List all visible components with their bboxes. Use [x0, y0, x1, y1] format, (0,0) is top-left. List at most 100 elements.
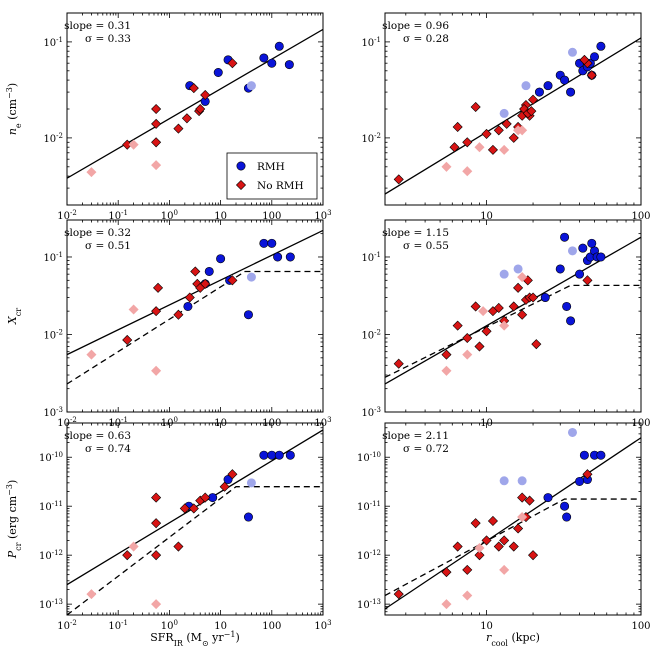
slope-annotation: slope = 1.15	[382, 227, 449, 239]
point-no-rmh	[582, 469, 593, 480]
fit-line	[67, 28, 323, 179]
point-rmh	[566, 87, 576, 97]
x-axis-label-sfr: SFRIR (M⊙ yr−1)	[150, 630, 239, 648]
axis-ticks	[66, 219, 324, 413]
axis-ticks	[385, 422, 642, 616]
point-no-rmh	[508, 132, 519, 143]
y-tick-label: 10-2	[361, 328, 381, 341]
point-no-rmh	[470, 301, 481, 312]
point-no-rmh	[227, 275, 238, 286]
axis-ticks	[66, 422, 324, 616]
point-rmh	[560, 75, 570, 85]
point-no-rmh	[481, 128, 492, 139]
plot-frame	[66, 422, 324, 616]
point-no-rmh	[517, 309, 528, 320]
point-no-rmh	[452, 541, 463, 552]
fit-lines	[67, 28, 323, 179]
point-no-rmh	[501, 118, 512, 129]
point-no-rmh	[513, 523, 524, 534]
y-tick-label: 10-1	[43, 36, 63, 49]
point-no-rmh	[462, 137, 473, 148]
point-rmh-faint-	[517, 476, 527, 486]
point-no-rmh	[528, 292, 539, 303]
point-rmh	[204, 266, 214, 276]
point-no-rmh	[470, 101, 481, 112]
data-points	[86, 238, 295, 376]
point-rmh-faint-	[521, 81, 531, 91]
point-rmh	[259, 53, 269, 63]
point-rmh	[578, 243, 588, 253]
point-rmh	[555, 264, 565, 274]
fit-line	[385, 37, 641, 195]
y-tick-label: 10-3	[361, 406, 381, 419]
y-tick-label: 10-1	[361, 36, 381, 49]
point-rmh	[274, 450, 284, 460]
point-no-rmh	[508, 541, 519, 552]
y-axis-label-xcr: Xcr	[6, 308, 23, 325]
x-tick-label: 10	[214, 211, 227, 222]
point-no-rmh-faint-	[151, 365, 162, 376]
y-tick-label: 10-13	[357, 598, 381, 611]
y-tick-label: 10-2	[43, 132, 63, 145]
point-no-rmh	[462, 333, 473, 344]
point-no-rmh	[173, 309, 184, 320]
broken-fit-line	[67, 270, 323, 385]
point-no-rmh	[474, 550, 485, 561]
point-rmh-faint-	[499, 269, 509, 279]
x-tick-label: 100	[631, 211, 650, 222]
point-no-rmh-faint-	[128, 541, 139, 552]
point-no-rmh-faint-	[86, 589, 97, 600]
point-no-rmh	[227, 58, 238, 69]
point-no-rmh	[181, 113, 192, 124]
point-rmh	[562, 512, 572, 522]
point-no-rmh	[462, 564, 473, 575]
point-no-rmh	[188, 83, 199, 94]
point-rmh-faint-	[499, 476, 509, 486]
point-no-rmh	[190, 266, 201, 277]
point-no-rmh	[499, 535, 510, 546]
point-no-rmh	[493, 302, 504, 313]
point-rmh	[243, 512, 253, 522]
point-rmh	[560, 501, 570, 511]
point-no-rmh	[151, 137, 162, 148]
point-no-rmh	[179, 503, 190, 514]
point-rmh	[259, 450, 269, 460]
point-no-rmh	[470, 518, 481, 529]
point-rmh	[216, 254, 226, 264]
point-no-rmh-faint-	[441, 161, 452, 172]
point-no-rmh	[151, 118, 162, 129]
point-no-rmh	[524, 495, 535, 506]
point-no-rmh	[474, 341, 485, 352]
point-no-rmh	[586, 70, 597, 81]
point-no-rmh	[487, 515, 498, 526]
point-no-rmh-faint-	[462, 590, 473, 601]
point-rmh	[575, 269, 585, 279]
plot-frame	[384, 219, 642, 413]
point-no-rmh	[151, 103, 162, 115]
y-tick-label: 10-10	[39, 451, 63, 464]
point-no-rmh	[219, 481, 230, 492]
point-no-rmh-faint-	[462, 166, 473, 177]
point-rmh	[540, 293, 550, 303]
point-no-rmh	[452, 121, 463, 132]
point-no-rmh-faint-	[441, 599, 452, 610]
y-tick-label: 10-11	[357, 500, 381, 513]
y-tick-label: 10-12	[357, 549, 381, 562]
point-no-rmh	[528, 94, 539, 105]
legend-box	[226, 152, 318, 200]
point-rmh	[267, 238, 277, 248]
point-no-rmh	[493, 541, 504, 552]
point-no-rmh	[528, 550, 539, 561]
point-no-rmh-faint-	[474, 142, 485, 153]
point-no-rmh	[227, 469, 238, 480]
data-points	[393, 232, 606, 376]
point-no-rmh	[508, 301, 519, 312]
x-tick-label: 100	[631, 621, 650, 632]
point-rmh-faint-	[567, 427, 577, 437]
point-no-rmh	[579, 54, 590, 65]
legend-label: No RMH	[257, 180, 304, 192]
point-no-rmh	[441, 567, 452, 578]
data-points	[393, 41, 606, 185]
